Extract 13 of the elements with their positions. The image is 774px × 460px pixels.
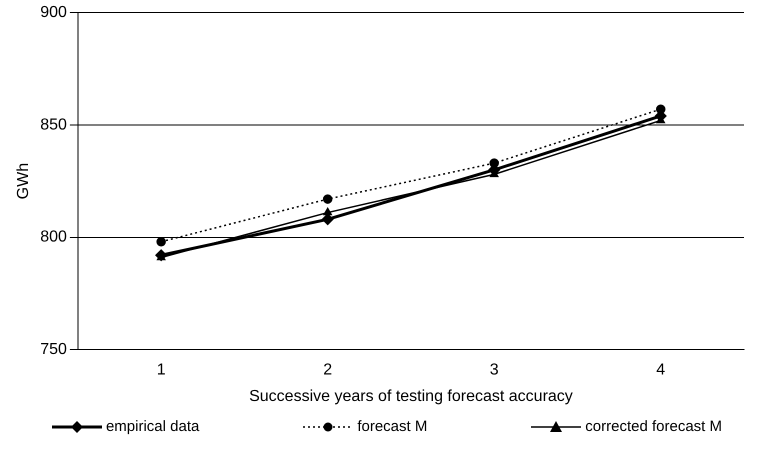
legend-label: empirical data	[106, 418, 200, 435]
x-tick-label: 3	[490, 362, 499, 379]
y-tick-label: 750	[40, 341, 67, 358]
y-tick-label: 900	[40, 4, 67, 22]
y-tick-label: 850	[40, 116, 67, 134]
legend-label: corrected forecast M	[585, 418, 722, 435]
x-axis-title: Successive years of testing forecast accuracy	[249, 388, 573, 405]
x-tick-label: 4	[656, 362, 666, 379]
x-tick-label: 1	[156, 362, 166, 379]
y-tick-label: 800	[40, 228, 67, 246]
y-axis-title: GWh	[15, 162, 32, 200]
legend-label: forecast M	[357, 418, 428, 435]
x-tick-label: 2	[323, 362, 332, 379]
